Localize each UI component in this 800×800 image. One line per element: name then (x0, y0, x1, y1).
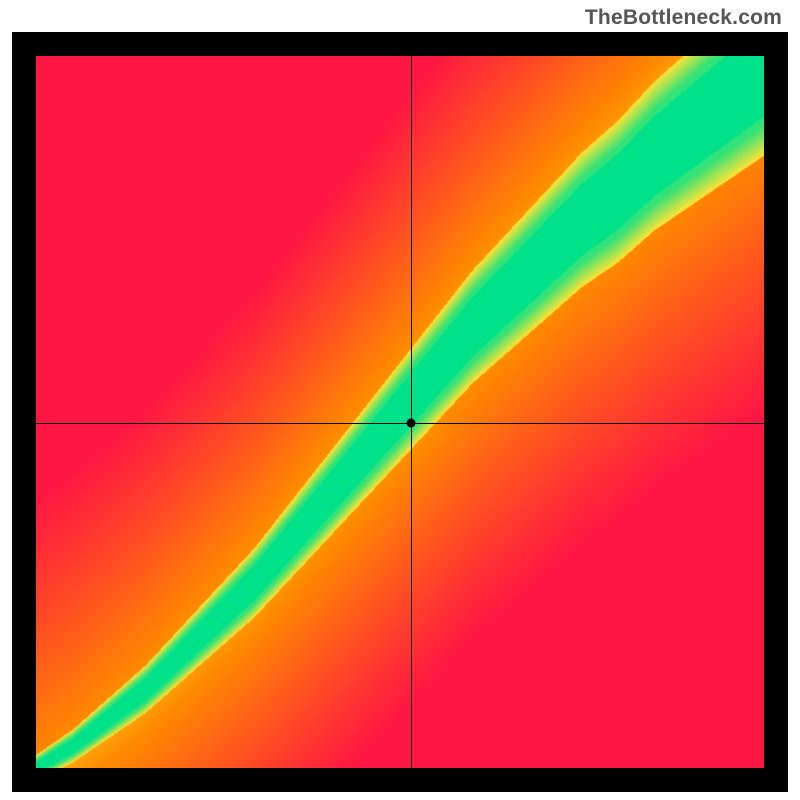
data-point-marker (406, 418, 415, 427)
watermark-text: TheBottleneck.com (585, 6, 782, 30)
crosshair-horizontal (36, 423, 764, 424)
crosshair-vertical (411, 56, 412, 768)
heatmap-canvas (36, 56, 764, 768)
plot-area (36, 56, 764, 768)
chart-container: TheBottleneck.com (0, 0, 800, 800)
plot-border (12, 32, 788, 792)
